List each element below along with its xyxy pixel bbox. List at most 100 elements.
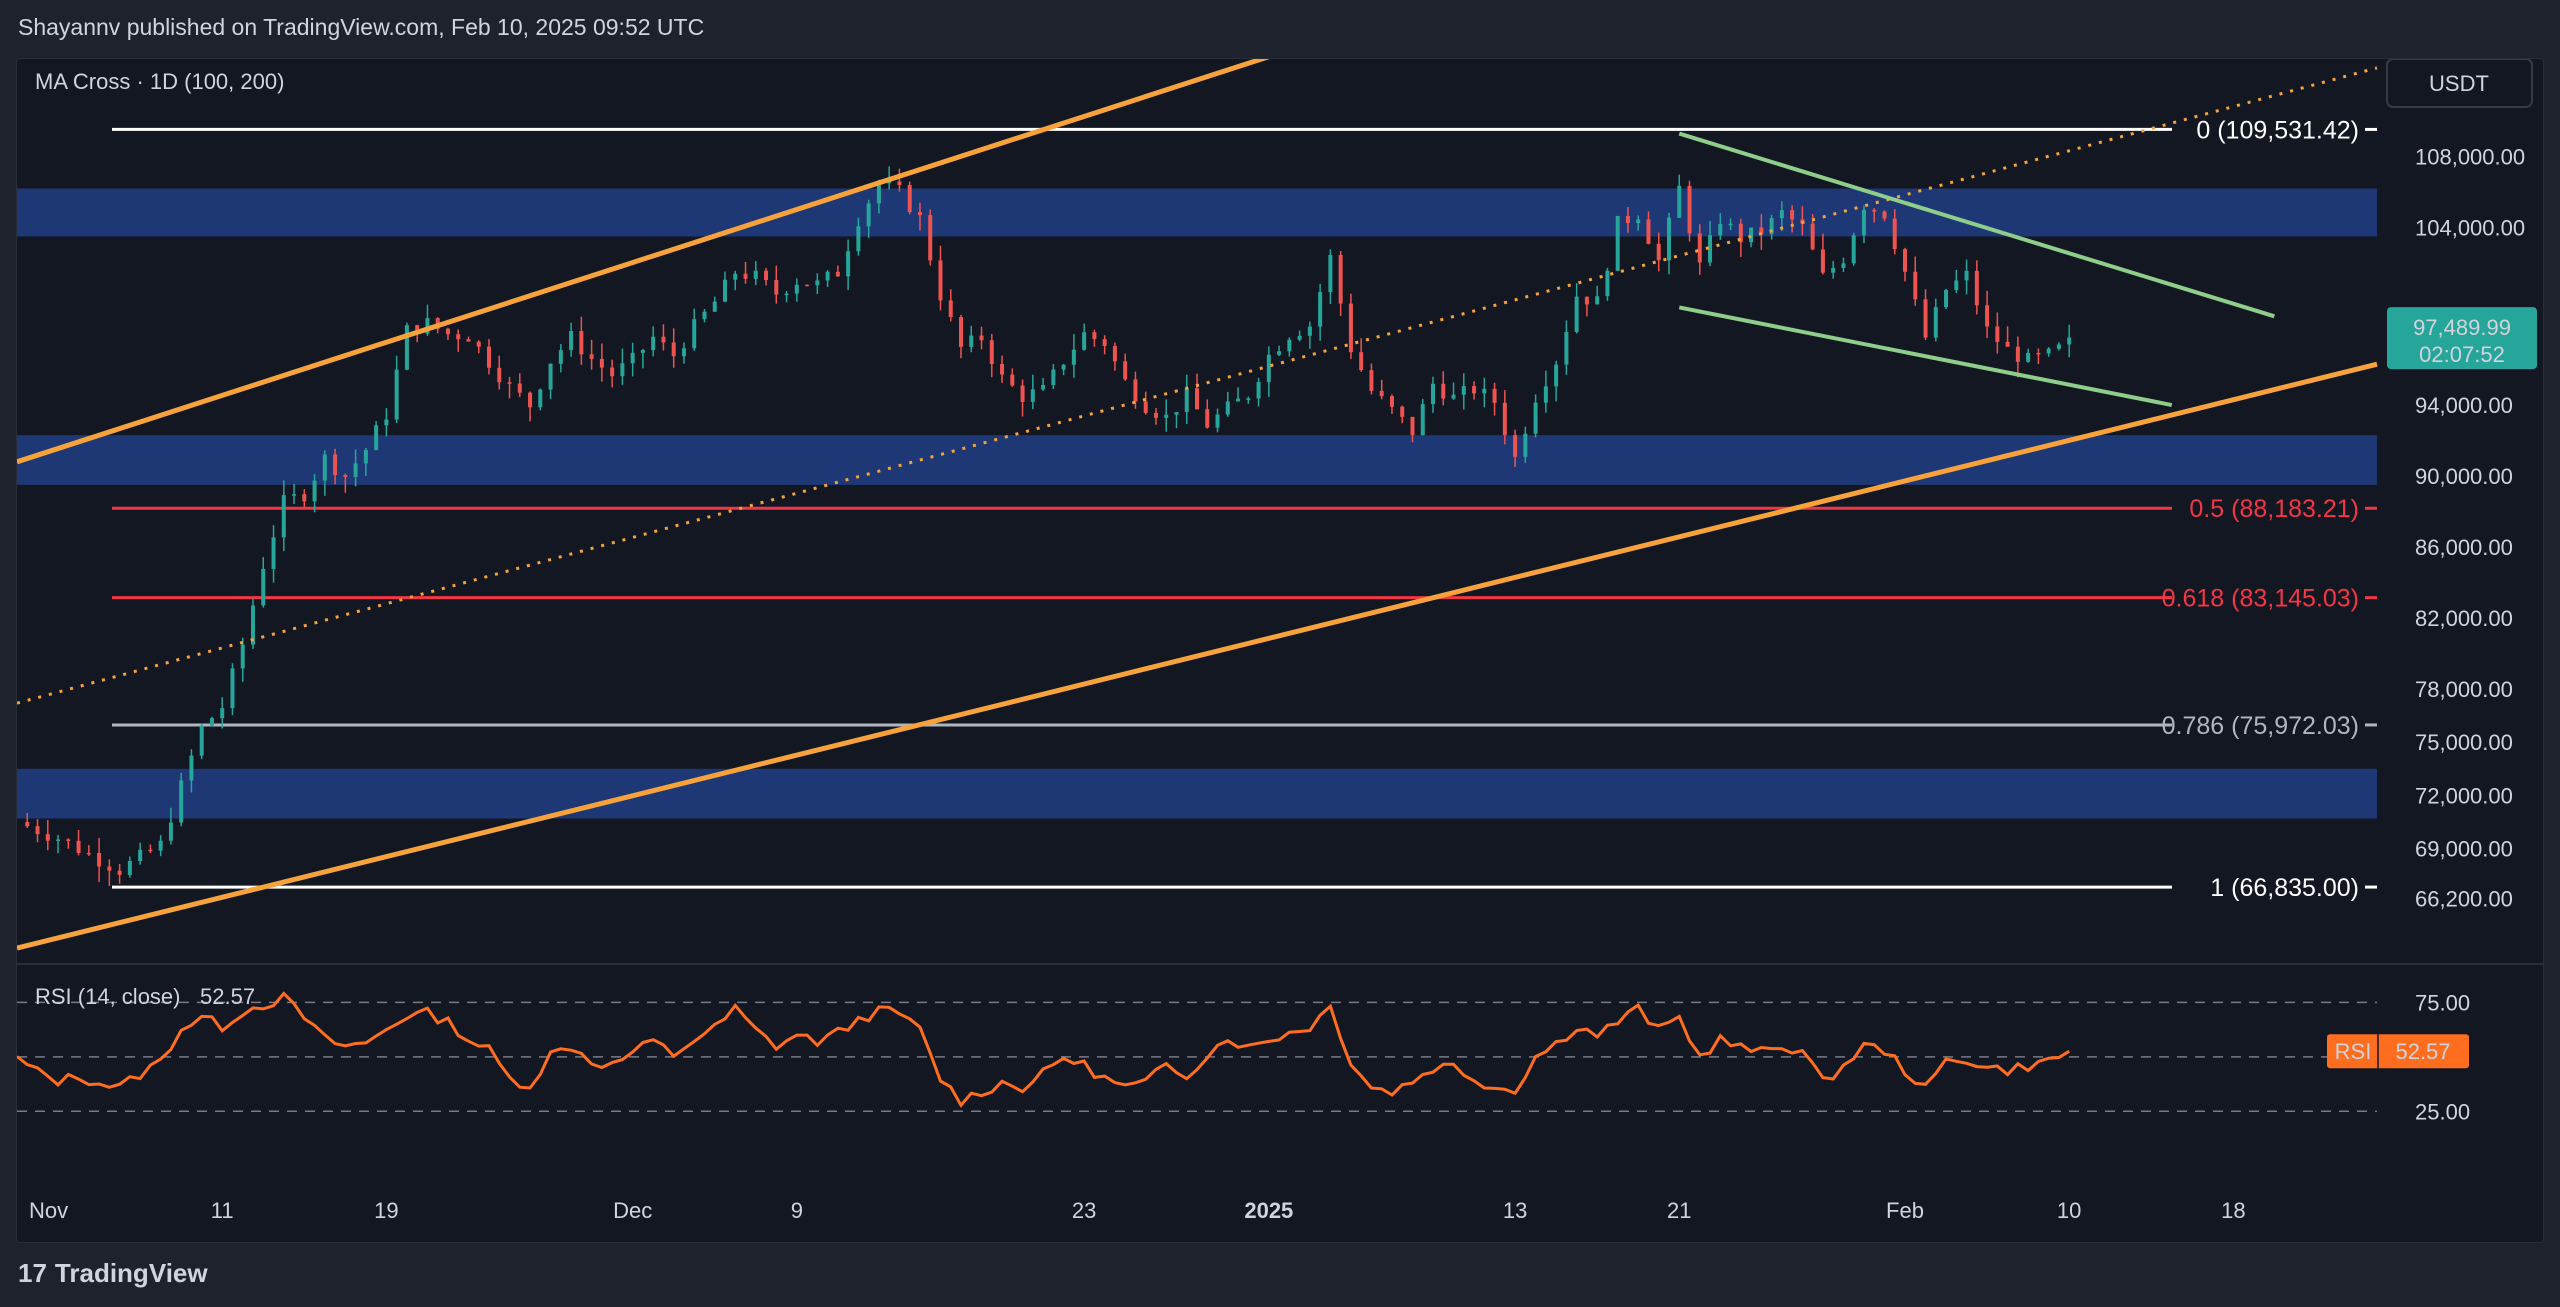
- x-tick-label-2: 19: [374, 1198, 398, 1223]
- candle-body: [589, 354, 594, 359]
- candle-body: [1297, 335, 1302, 340]
- candle-body: [333, 454, 338, 476]
- candle-body: [764, 270, 769, 280]
- candle-body: [1102, 339, 1107, 346]
- candle-body: [127, 860, 132, 875]
- candle-body: [507, 382, 512, 384]
- candle-body: [538, 389, 543, 408]
- candle-body: [702, 311, 707, 320]
- candle-body: [815, 280, 820, 286]
- rsi-tick-75: 75.00: [2415, 990, 2470, 1015]
- y-tick-label-7: 78,000.00: [2415, 677, 2513, 702]
- x-tick-label-3: Dec: [613, 1198, 652, 1223]
- candle-body: [1759, 227, 1764, 235]
- candle-body: [1318, 292, 1323, 327]
- footer-bar: 17 TradingView: [0, 1244, 2560, 1307]
- candle-body: [117, 870, 122, 875]
- candle-body: [322, 454, 327, 481]
- candle-body: [1513, 435, 1518, 457]
- candle-body: [56, 839, 61, 841]
- candle-body: [599, 358, 604, 368]
- candle-body: [651, 336, 656, 351]
- candle-body: [1697, 233, 1702, 263]
- candle-body: [1431, 383, 1435, 405]
- candle-body: [1184, 388, 1189, 413]
- candle-body: [846, 251, 851, 277]
- candle-body: [569, 331, 574, 351]
- candle-body: [1903, 249, 1907, 272]
- candle-body: [476, 341, 481, 347]
- candle-body: [1718, 223, 1723, 236]
- candle-body: [1236, 398, 1241, 402]
- candle-body: [1030, 389, 1035, 402]
- candle-body: [1779, 210, 1784, 219]
- candle-body: [1933, 307, 1938, 338]
- candle-body: [1082, 332, 1087, 350]
- candle-body: [661, 336, 666, 343]
- candle-body: [363, 449, 368, 464]
- candle-body: [784, 293, 789, 296]
- rsi-legend-label: RSI (14, close): [35, 984, 181, 1009]
- x-tick-label-9: Feb: [1886, 1198, 1924, 1223]
- publish-header: Shayannv published on TradingView.com, F…: [0, 0, 2560, 58]
- rsi-legend-value: 52.57: [200, 984, 255, 1009]
- candle-body: [1420, 404, 1425, 436]
- candle-body: [1656, 243, 1661, 261]
- candle-body: [1338, 254, 1343, 304]
- candle-body: [189, 755, 194, 781]
- candle-body: [1461, 386, 1466, 395]
- candle-body: [1523, 433, 1528, 457]
- rsi-badge-label: RSI: [2335, 1039, 2372, 1064]
- candle-body: [1225, 401, 1230, 415]
- candle-body: [2067, 337, 2072, 345]
- candle-body: [1564, 331, 1569, 365]
- candle-body: [989, 340, 994, 365]
- candle-body: [1287, 339, 1292, 352]
- candle-body: [1379, 390, 1384, 397]
- candle-body: [1861, 209, 1866, 236]
- candle-body: [1112, 345, 1117, 362]
- candle-body: [579, 331, 584, 355]
- y-tick-label-4: 90,000.00: [2415, 464, 2513, 489]
- candle-body: [1913, 271, 1918, 300]
- candle-body: [76, 840, 81, 853]
- candle-body: [1359, 352, 1364, 371]
- candle-body: [1400, 406, 1405, 417]
- candle-body: [445, 328, 450, 335]
- candle-body: [209, 718, 214, 726]
- candle-body: [528, 392, 533, 408]
- candle-body: [1143, 401, 1148, 413]
- candle-body: [199, 725, 204, 756]
- candle-body: [743, 273, 748, 279]
- chart-panel[interactable]: 0 (109,531.42) 0.5 (88,183.21) 0.618 (83,1…: [16, 58, 2544, 1243]
- candle-body: [548, 363, 553, 390]
- candle-body: [620, 363, 625, 377]
- candle-body: [1687, 185, 1692, 234]
- fib-label-0: 0 (109,531.42): [2196, 116, 2359, 144]
- candle-body: [240, 644, 245, 669]
- candle-body: [1646, 219, 1651, 244]
- candle-body: [25, 822, 30, 827]
- candle-body: [466, 339, 471, 342]
- candle-body: [1277, 351, 1282, 355]
- candle-body: [1554, 364, 1559, 387]
- candle-body: [1164, 414, 1169, 418]
- candle-body: [487, 346, 491, 368]
- currency-box: [2386, 59, 2533, 108]
- fib-label-2: 0.618 (83,145.03): [2162, 585, 2359, 613]
- y-tick-label-3: 94,000.00: [2415, 393, 2513, 418]
- tradingview-brand[interactable]: 17 TradingView: [18, 1258, 208, 1289]
- price-chart-svg[interactable]: 0 (109,531.42) 0.5 (88,183.21) 0.618 (83,1…: [17, 59, 2543, 1242]
- candle-body: [456, 334, 461, 340]
- candle-body: [2005, 341, 2010, 347]
- tradingview-logo-icon: 17: [18, 1258, 47, 1288]
- candle-body: [292, 494, 297, 496]
- fib-label-4: 1 (66,835.00): [2210, 874, 2359, 902]
- candle-body: [1092, 332, 1097, 340]
- candle-body: [353, 463, 358, 477]
- candle-body: [733, 273, 738, 280]
- candle-body: [343, 475, 348, 477]
- candle-body: [1441, 383, 1446, 399]
- candle-body: [1892, 218, 1897, 250]
- candle-body: [1584, 296, 1589, 305]
